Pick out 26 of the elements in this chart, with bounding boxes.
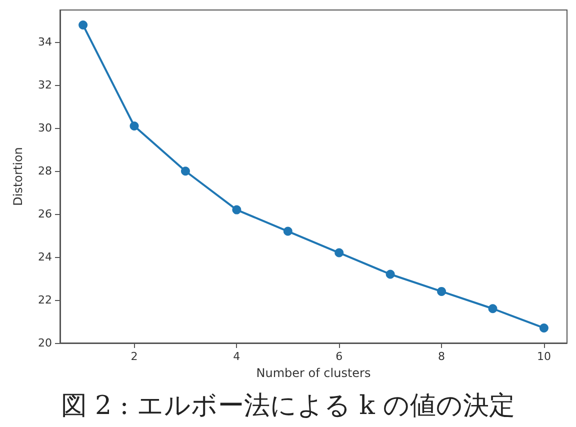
point: [130, 122, 139, 131]
y-tick-label: 24: [38, 250, 52, 264]
y-tick-label: 32: [38, 78, 52, 92]
y-tick-label: 20: [38, 336, 52, 350]
caption: 図 2 : エルボー法による k の値の決定: [60, 390, 516, 423]
y-tick-label: 26: [38, 208, 52, 221]
point: [180, 166, 190, 176]
x-tick-label: 4: [233, 350, 240, 363]
y-tick-label: 22: [38, 294, 52, 307]
x-tick-label: 8: [438, 350, 446, 363]
y-tick-label: 34: [38, 36, 52, 49]
point: [386, 270, 395, 279]
x-tick-label: 10: [536, 350, 551, 363]
point: [232, 205, 242, 214]
point: [539, 323, 548, 332]
point: [437, 286, 446, 296]
point: [283, 226, 292, 236]
y-axis-title: Distortion: [11, 147, 25, 206]
y-tick-label: 30: [38, 122, 52, 135]
x-tick-label: 6: [336, 350, 343, 363]
point: [78, 20, 88, 30]
point: [488, 304, 498, 314]
point: [334, 248, 344, 258]
x-axis-title: Number of clusters: [256, 366, 371, 380]
x-tick-label: 2: [130, 350, 138, 363]
y-tick-label: 28: [38, 164, 52, 178]
